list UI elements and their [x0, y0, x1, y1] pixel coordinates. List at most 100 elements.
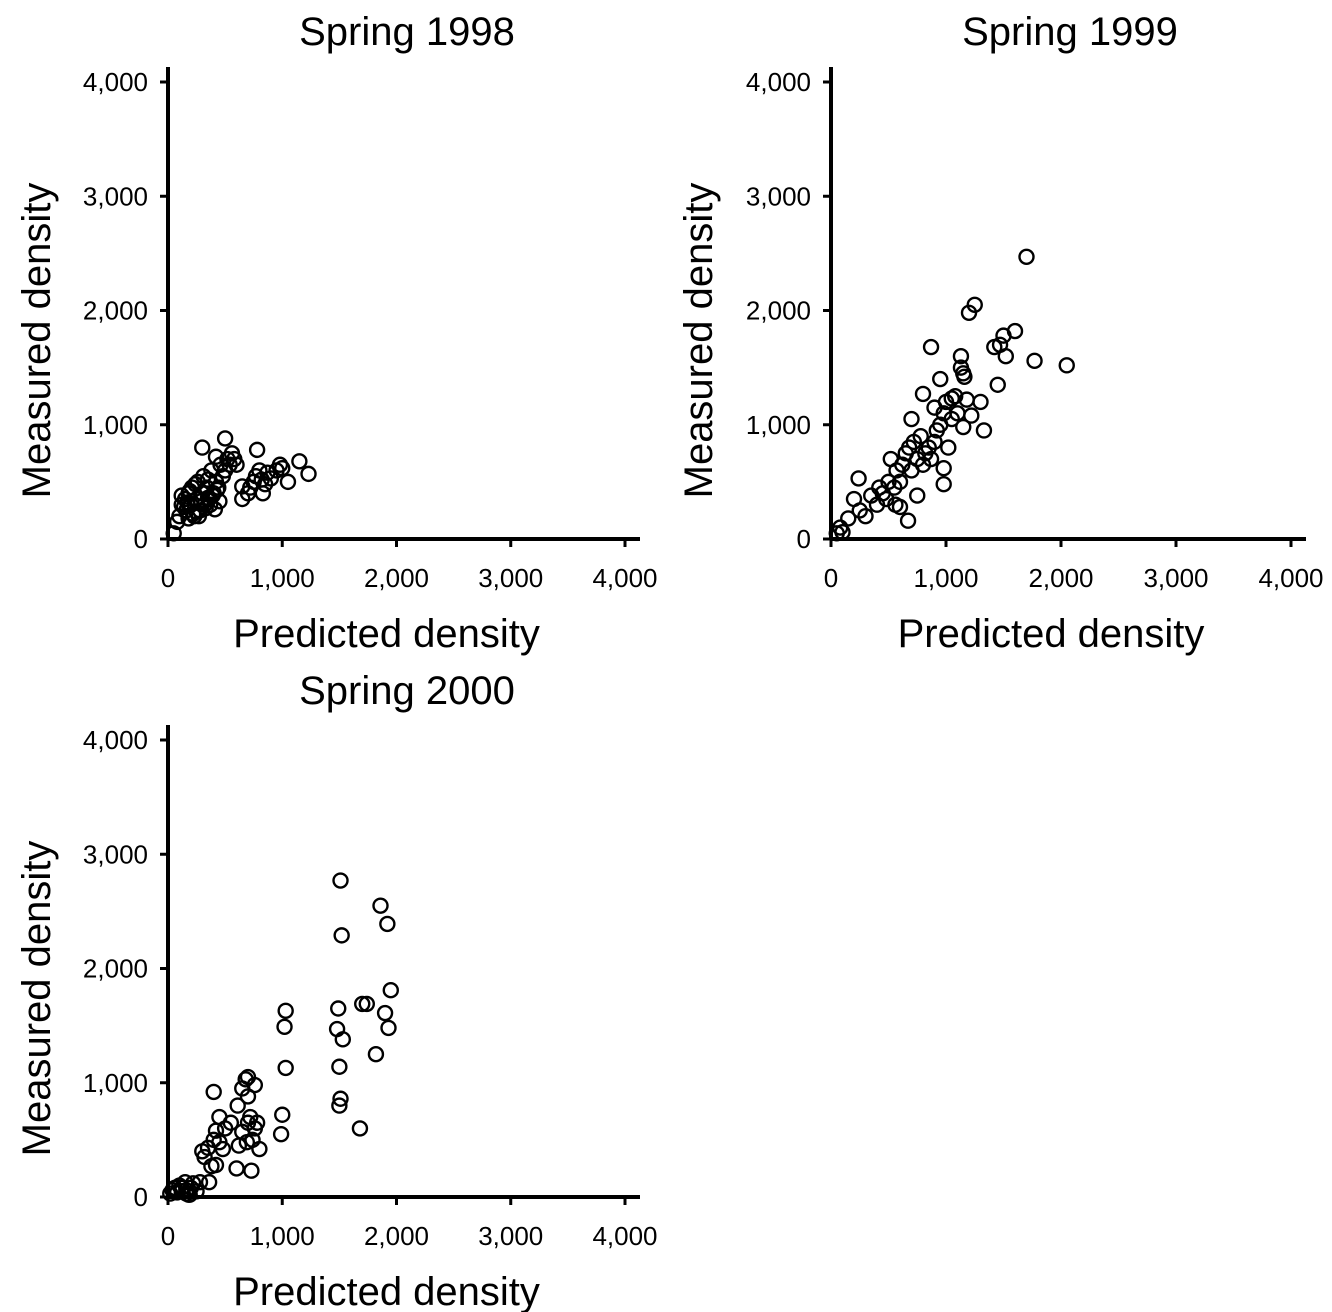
data-point	[272, 1125, 290, 1143]
y-axis-label: Measured density	[15, 183, 59, 499]
data-point	[214, 1140, 232, 1158]
data-point	[191, 1173, 209, 1191]
x-axis-label: Predicted density	[233, 612, 540, 656]
data-point	[228, 1160, 245, 1177]
data-point	[989, 376, 1006, 393]
y-tick-label: 3,000	[83, 181, 148, 211]
y-tick-label: 1,000	[83, 1068, 148, 1098]
y-axis-label: Measured density	[677, 183, 721, 499]
y-tick-label: 3,000	[746, 181, 811, 211]
data-point	[246, 1076, 264, 1094]
y-axis-label: Measured density	[15, 841, 59, 1157]
data-point	[935, 475, 952, 493]
chart-title: Spring 1998	[299, 10, 515, 54]
data-point	[975, 422, 993, 439]
x-tick-label: 2,000	[364, 563, 429, 593]
x-tick-label: 3,000	[478, 563, 543, 593]
data-point	[274, 459, 291, 477]
data-point	[202, 496, 219, 513]
x-tick-label: 0	[824, 563, 838, 593]
y-tick-label: 3,000	[83, 839, 148, 869]
data-point	[188, 503, 205, 520]
data-point	[372, 897, 389, 914]
data-point	[943, 390, 960, 407]
x-tick-label: 2,000	[364, 1221, 429, 1251]
y-tick-label: 2,000	[746, 296, 811, 326]
data-point	[194, 439, 211, 456]
y-tick-label: 0	[134, 1182, 148, 1212]
x-tick-label: 0	[161, 1221, 175, 1251]
x-axis-label: Predicted density	[233, 1270, 540, 1312]
data-point	[331, 1058, 348, 1075]
data-point	[932, 370, 949, 388]
data-point	[935, 459, 952, 477]
chart-title: Spring 1999	[962, 10, 1178, 54]
data-point	[1026, 352, 1043, 369]
data-point	[334, 1031, 352, 1048]
data-point	[211, 493, 228, 510]
data-point	[358, 995, 375, 1013]
data-point	[840, 510, 857, 527]
data-point	[330, 1000, 347, 1017]
data-point	[952, 348, 970, 365]
data-point	[850, 470, 867, 487]
data-point	[173, 1179, 190, 1197]
data-point	[966, 296, 983, 313]
data-point	[972, 393, 989, 411]
data-point	[207, 448, 225, 465]
y-tick-label: 1,000	[83, 410, 148, 440]
data-point	[200, 1173, 218, 1191]
data-point	[351, 1120, 369, 1137]
data-point	[251, 462, 268, 479]
data-point	[891, 473, 909, 491]
scatter-panel-3: Spring 2000 0 1,000 2,000 3,000 4,000 0 1,000 2,…	[15, 669, 658, 1312]
x-tick-label: 3,000	[478, 1221, 543, 1251]
x-tick-label: 1,000	[913, 563, 978, 593]
data-point	[834, 523, 851, 541]
data-point	[899, 512, 917, 529]
x-tick-label: 0	[161, 563, 175, 593]
y-tick-label: 0	[797, 524, 811, 554]
data-point	[367, 1045, 385, 1063]
data-point	[997, 348, 1014, 365]
data-point	[909, 487, 926, 504]
data-point	[197, 499, 214, 517]
data-point	[914, 385, 932, 403]
data-point	[332, 872, 349, 889]
data-point	[300, 465, 317, 483]
x-tick-label: 2,000	[1028, 563, 1093, 593]
data-point	[276, 1018, 293, 1035]
data-point	[248, 1114, 266, 1131]
data-point	[208, 481, 226, 499]
data-point	[956, 368, 973, 385]
data-point	[251, 1140, 268, 1158]
data-point	[380, 1019, 397, 1037]
data-point	[277, 1002, 294, 1019]
data-point	[234, 478, 251, 495]
data-point	[165, 525, 182, 542]
data-point	[274, 1106, 291, 1123]
data-point	[922, 450, 940, 468]
data-point	[254, 485, 272, 502]
data-point	[331, 1097, 348, 1114]
data-point	[922, 338, 940, 356]
data-point	[376, 1004, 394, 1022]
y-tick-label: 4,000	[83, 725, 148, 755]
data-point	[277, 1059, 294, 1077]
y-tick-label: 2,000	[83, 296, 148, 326]
data-point	[986, 338, 1003, 356]
data-point	[205, 1083, 222, 1101]
data-point	[1018, 248, 1035, 266]
data-point	[333, 927, 350, 944]
data-point	[199, 471, 217, 488]
data-point	[199, 489, 217, 507]
y-tick-label: 4,000	[746, 67, 811, 97]
y-tick-label: 0	[134, 524, 148, 554]
data-point	[243, 1162, 260, 1179]
data-point	[354, 995, 371, 1013]
data-point	[891, 498, 909, 516]
data-point	[382, 982, 399, 999]
data-point	[1058, 357, 1075, 374]
data-point	[955, 418, 972, 436]
data-point	[1006, 322, 1024, 340]
